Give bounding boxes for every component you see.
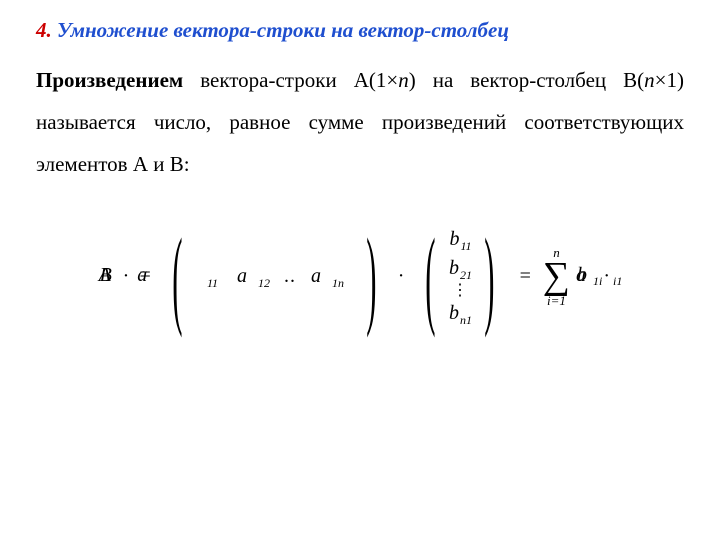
- summation: n ∑ i=1: [543, 246, 570, 306]
- row-a-sym-n: a: [311, 265, 321, 287]
- para-text-1: вектора-строки А(1×: [183, 68, 398, 92]
- row-sub-12: 12: [258, 276, 270, 290]
- col-sub-21: 21: [460, 268, 472, 282]
- formula: A B · a = ( 11 a12 .. a1n ) · (: [96, 225, 625, 328]
- col-vdots: ⋮: [452, 283, 468, 299]
- col-bn1: bn1: [449, 299, 471, 328]
- dot-2: ·: [396, 265, 407, 288]
- definition-paragraph: Произведением вектора-строки А(1×n) на в…: [36, 59, 684, 185]
- heading-number: 4.: [36, 18, 52, 42]
- col-items: b11 b21 ⋮ bn1: [449, 225, 471, 328]
- row-dots: ..: [284, 265, 296, 288]
- sum-term: a b 1i · i1: [576, 265, 621, 288]
- col-sub-n1: n1: [460, 313, 472, 327]
- row-a11: 11: [201, 265, 222, 288]
- term-b: b: [577, 264, 587, 287]
- row-vector: ( 11 a12 .. a1n ): [159, 265, 389, 288]
- section-heading: 4. Умножение вектора-строки на вектор-ст…: [36, 18, 684, 43]
- heading-title: Умножение вектора-строки на вектор-столб…: [57, 18, 509, 42]
- col-b21: b21: [449, 254, 471, 283]
- col-b-sym-n: b: [449, 302, 459, 324]
- col-b11: b11: [449, 225, 470, 254]
- eq-2: =: [514, 265, 537, 288]
- para-n1: n: [398, 68, 409, 92]
- sum-lower: i=1: [547, 294, 566, 307]
- sum-symbol: ∑: [543, 259, 570, 293]
- col-vector: ( b11 b21 ⋮ bn1 ): [412, 225, 507, 328]
- term-sub-a: 1i: [593, 274, 602, 289]
- formula-area: A B · a = ( 11 a12 .. a1n ) · (: [36, 225, 684, 328]
- row-a1n: a 1n: [306, 265, 348, 288]
- dot-3: ·: [601, 265, 612, 288]
- row-a12: a 12: [232, 265, 274, 288]
- col-b-sym-2: b: [449, 257, 459, 279]
- row-a-sym-2: a: [237, 265, 247, 287]
- term-sub-b: i1: [613, 274, 622, 289]
- para-text-2: ) на вектор-столбец В(: [409, 68, 644, 92]
- row-items: 11 a 12 .. a 1n: [196, 265, 353, 288]
- lhs-B: B: [100, 264, 112, 287]
- definition-lead: Произведением: [36, 68, 183, 92]
- para-n2: n: [644, 68, 655, 92]
- col-sub-11: 11: [460, 239, 471, 253]
- row-sub-1n: 1n: [332, 276, 344, 290]
- row-sub-11: 11: [207, 276, 218, 290]
- dot-1: ·: [121, 265, 132, 288]
- col-b-sym-1: b: [449, 228, 459, 250]
- eq-1: =: [138, 264, 152, 287]
